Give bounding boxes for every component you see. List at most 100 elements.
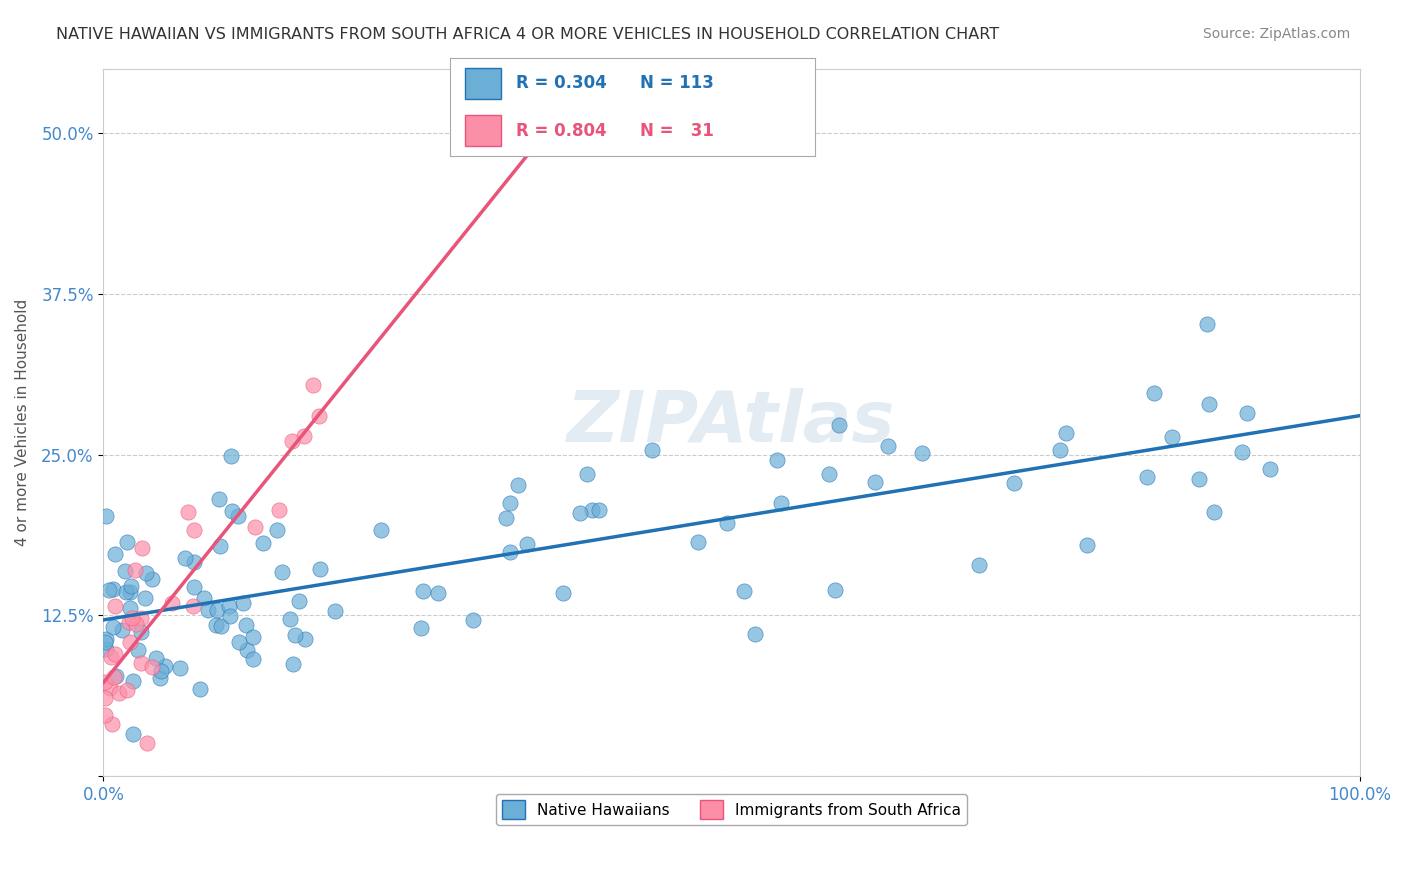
Native Hawaiians [1002, 476, 1025, 491]
Native Hawaiians [96, 642, 118, 657]
Immigrants from South Africa [107, 685, 129, 699]
Immigrants from South Africa [124, 563, 146, 577]
Native Hawaiians [97, 582, 120, 597]
Native Hawaiians [242, 630, 264, 644]
Native Hawaiians [641, 443, 664, 458]
Immigrants from South Africa [121, 610, 143, 624]
Native Hawaiians [134, 591, 156, 605]
Immigrants from South Africa [308, 409, 330, 423]
Native Hawaiians [226, 508, 249, 523]
Native Hawaiians [766, 453, 789, 467]
Immigrants from South Africa [177, 504, 200, 518]
Native Hawaiians [101, 582, 124, 596]
Native Hawaiians [863, 475, 886, 489]
Native Hawaiians [733, 583, 755, 598]
Immigrants from South Africa [104, 599, 127, 613]
Native Hawaiians [131, 624, 153, 639]
Native Hawaiians [1143, 386, 1166, 401]
Native Hawaiians [114, 564, 136, 578]
Native Hawaiians [1236, 406, 1258, 420]
Immigrants from South Africa [124, 617, 146, 632]
Immigrants from South Africa [136, 736, 159, 750]
Immigrants from South Africa [129, 656, 152, 670]
Native Hawaiians [110, 624, 132, 638]
Immigrants from South Africa [98, 681, 121, 695]
Native Hawaiians [115, 534, 138, 549]
Native Hawaiians [412, 583, 434, 598]
Native Hawaiians [828, 418, 851, 433]
Native Hawaiians [409, 621, 432, 635]
Native Hawaiians [1076, 538, 1098, 552]
Native Hawaiians [553, 585, 575, 599]
Immigrants from South Africa [120, 634, 142, 648]
Native Hawaiians [242, 651, 264, 665]
Immigrants from South Africa [94, 690, 117, 705]
Native Hawaiians [135, 566, 157, 580]
Native Hawaiians [122, 673, 145, 688]
Text: Source: ZipAtlas.com: Source: ZipAtlas.com [1202, 27, 1350, 41]
Native Hawaiians [1161, 430, 1184, 444]
Native Hawaiians [1197, 318, 1219, 332]
Native Hawaiians [183, 555, 205, 569]
Native Hawaiians [769, 496, 792, 510]
Native Hawaiians [1049, 443, 1071, 458]
Immigrants from South Africa [181, 599, 204, 613]
Native Hawaiians [218, 609, 240, 624]
Native Hawaiians [516, 537, 538, 551]
Immigrants from South Africa [103, 671, 125, 685]
Native Hawaiians [96, 509, 118, 524]
Text: ZIPAtlas: ZIPAtlas [567, 388, 896, 457]
Native Hawaiians [228, 635, 250, 649]
Text: N = 113: N = 113 [640, 75, 714, 93]
Immigrants from South Africa [101, 717, 124, 731]
Immigrants from South Africa [183, 523, 205, 537]
FancyBboxPatch shape [464, 115, 501, 146]
Native Hawaiians [1204, 505, 1226, 519]
Native Hawaiians [173, 551, 195, 566]
Native Hawaiians [1198, 397, 1220, 411]
Native Hawaiians [118, 601, 141, 615]
Native Hawaiians [149, 665, 172, 679]
Native Hawaiians [744, 627, 766, 641]
Immigrants from South Africa [131, 541, 153, 555]
Immigrants from South Africa [104, 647, 127, 661]
Native Hawaiians [284, 628, 307, 642]
Text: R = 0.304: R = 0.304 [516, 75, 606, 93]
Native Hawaiians [105, 669, 128, 683]
Native Hawaiians [876, 439, 898, 453]
Native Hawaiians [278, 612, 301, 626]
Y-axis label: 4 or more Vehicles in Household: 4 or more Vehicles in Household [15, 299, 30, 546]
Native Hawaiians [824, 583, 846, 598]
Native Hawaiians [370, 523, 392, 537]
Native Hawaiians [1230, 445, 1253, 459]
Native Hawaiians [149, 671, 172, 685]
Native Hawaiians [1258, 462, 1281, 476]
Native Hawaiians [209, 539, 232, 553]
Native Hawaiians [127, 643, 149, 657]
Native Hawaiians [506, 477, 529, 491]
Native Hawaiians [221, 504, 243, 518]
Immigrants from South Africa [141, 659, 163, 673]
Native Hawaiians [145, 650, 167, 665]
Native Hawaiians [209, 619, 232, 633]
Native Hawaiians [141, 572, 163, 586]
Native Hawaiians [118, 584, 141, 599]
Native Hawaiians [266, 523, 288, 537]
Native Hawaiians [818, 467, 841, 481]
Native Hawaiians [499, 496, 522, 510]
Native Hawaiians [461, 613, 484, 627]
Native Hawaiians [568, 506, 591, 520]
Native Hawaiians [252, 536, 274, 550]
Immigrants from South Africa [115, 682, 138, 697]
Native Hawaiians [1136, 470, 1159, 484]
Native Hawaiians [235, 617, 257, 632]
Native Hawaiians [115, 585, 138, 599]
Native Hawaiians [1054, 425, 1077, 440]
Text: R = 0.804: R = 0.804 [516, 121, 606, 139]
Native Hawaiians [323, 604, 346, 618]
Native Hawaiians [686, 535, 709, 549]
Immigrants from South Africa [93, 707, 115, 722]
Immigrants from South Africa [129, 611, 152, 625]
Native Hawaiians [967, 558, 990, 572]
Native Hawaiians [426, 586, 449, 600]
